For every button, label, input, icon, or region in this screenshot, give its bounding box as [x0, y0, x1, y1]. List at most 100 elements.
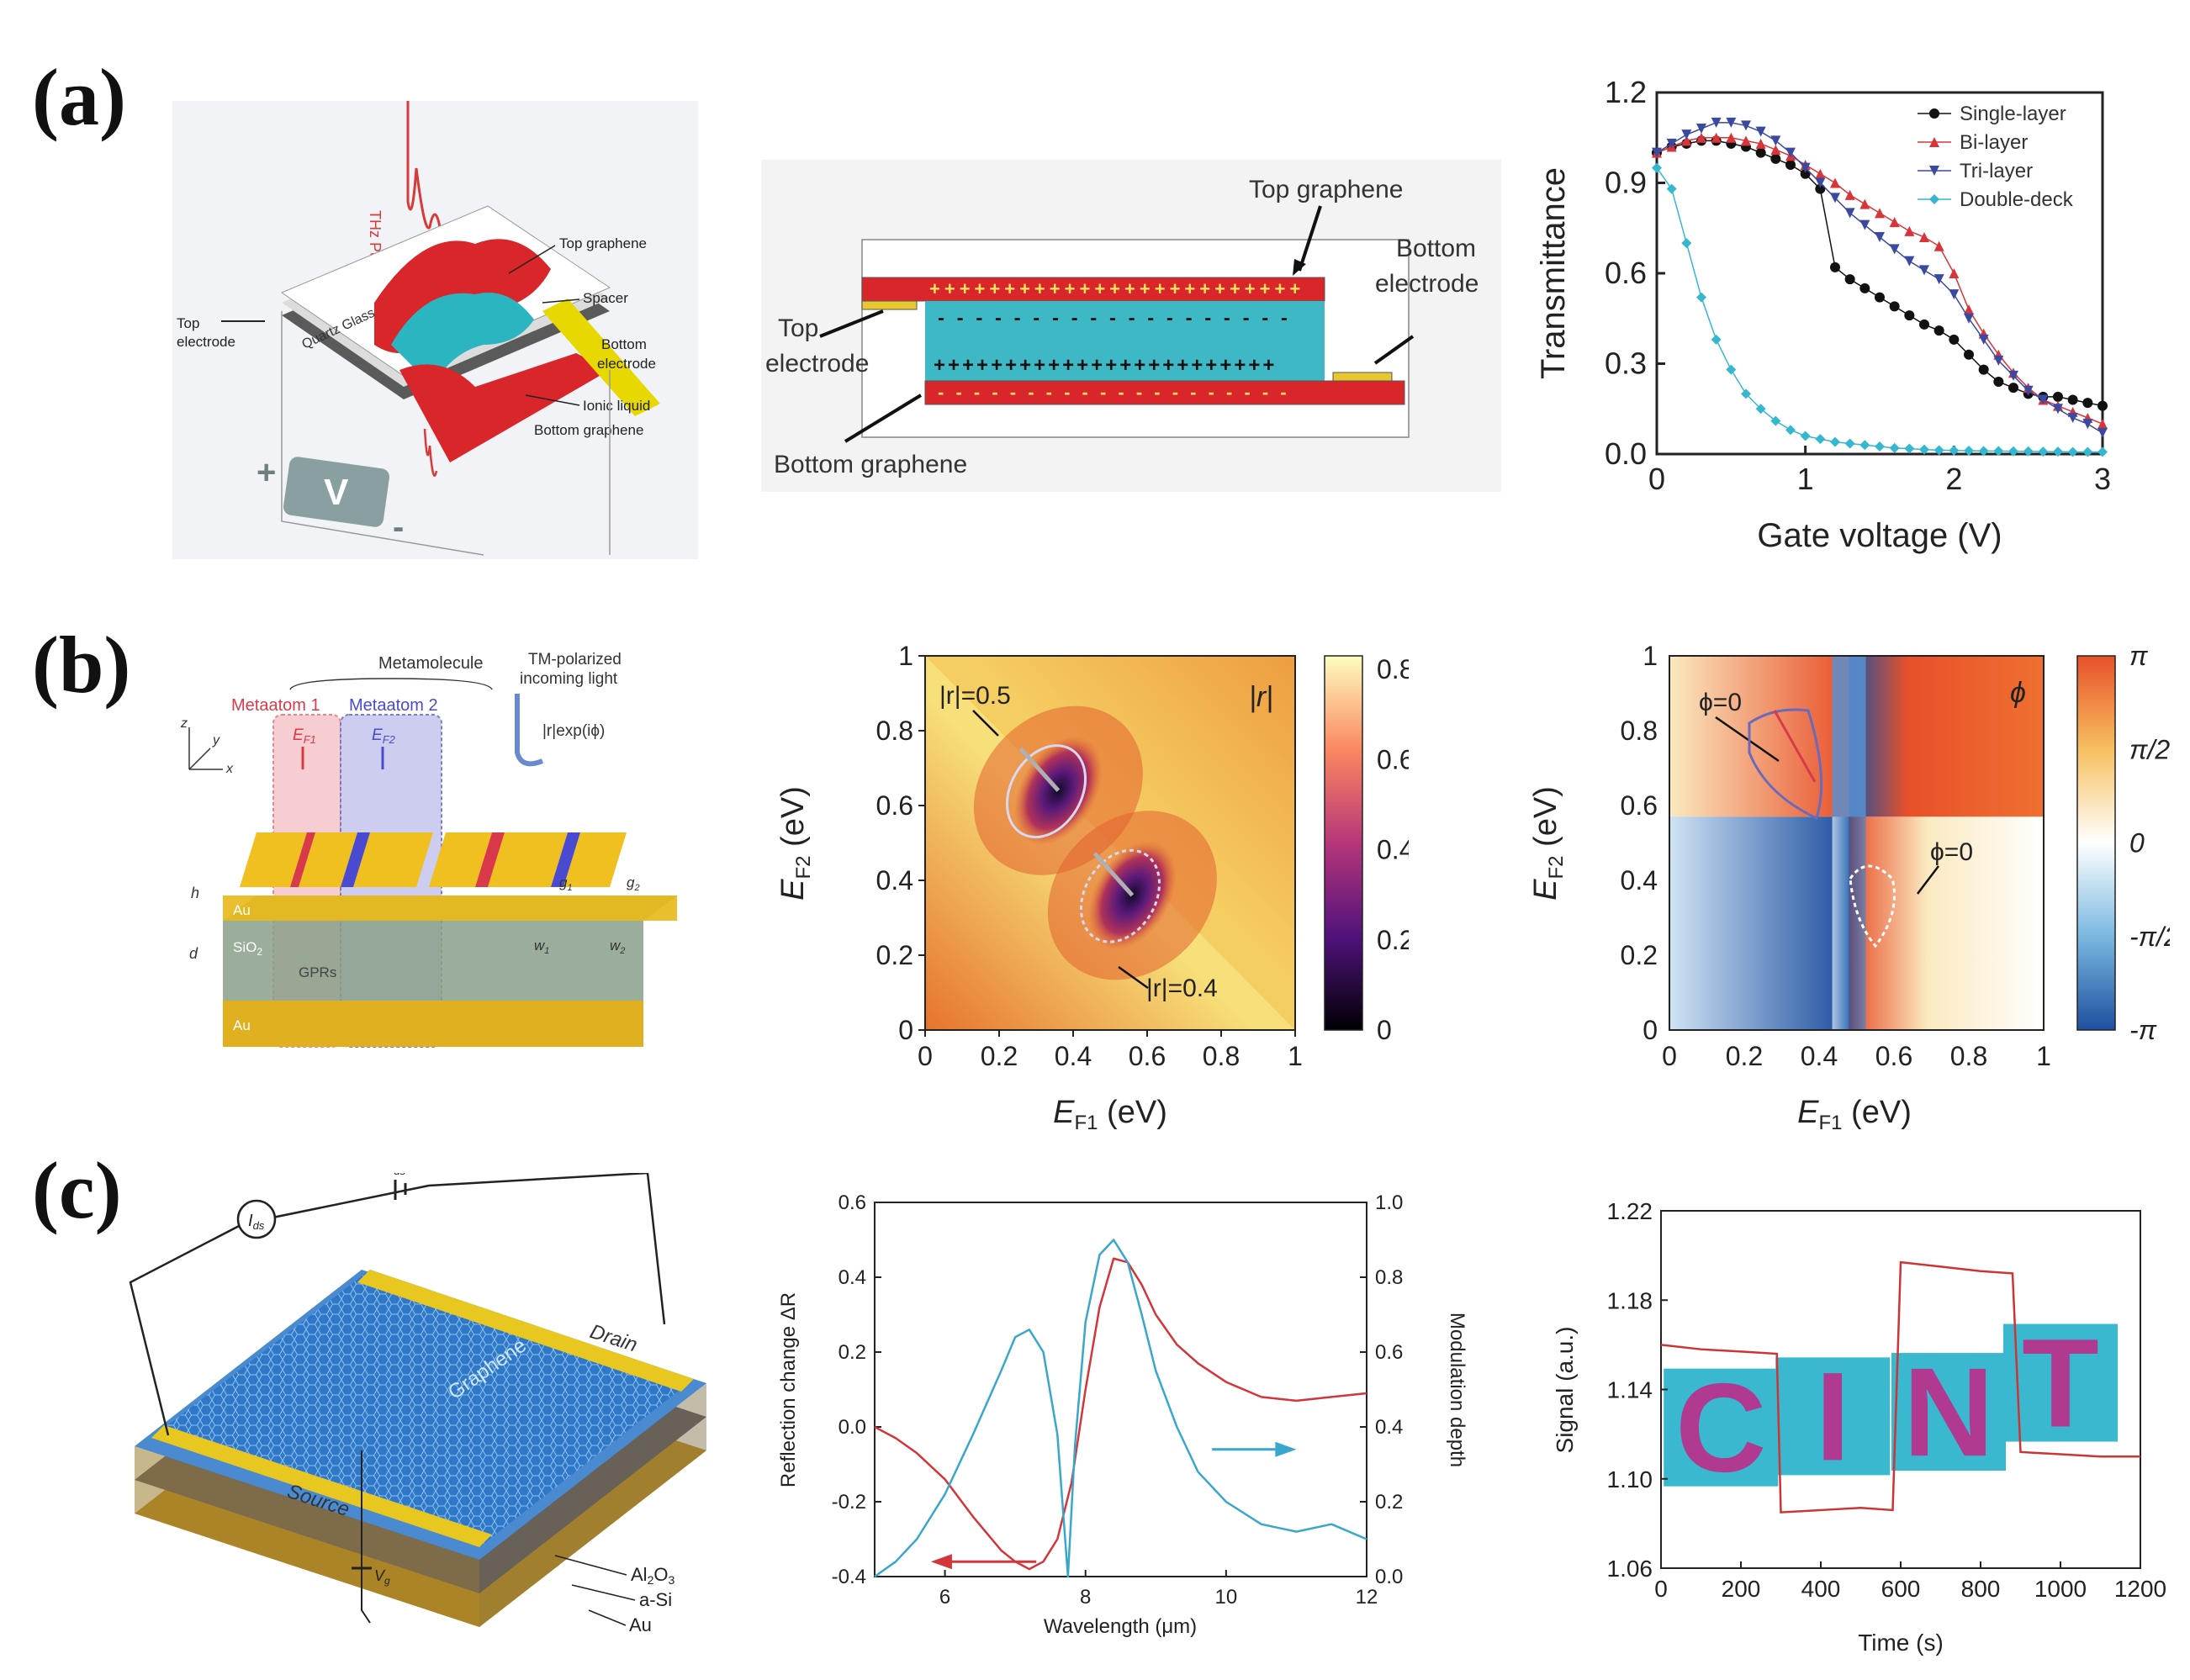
x-tick-label: 0.6 — [1129, 1041, 1166, 1071]
data-point — [2097, 427, 2108, 438]
panel-label-a: (a) — [32, 52, 126, 142]
top-electrode-label-line1: Top — [778, 314, 818, 342]
y-tick-label: 0.8 — [1621, 716, 1658, 746]
y-tick-label: 1.10 — [1607, 1466, 1653, 1492]
data-point — [1726, 364, 1737, 375]
bottom-electrode-label-line2: electrode — [597, 356, 656, 372]
panel-label-c: (c) — [32, 1145, 122, 1235]
x-tick-label: 1200 — [2114, 1576, 2166, 1602]
data-point — [1741, 120, 1751, 131]
incident-light-arrow-icon — [515, 694, 544, 767]
data-point — [2082, 419, 2093, 430]
annotation-upper-arrow — [1715, 716, 1780, 763]
bottom-graphene-layer — [399, 353, 610, 462]
x-tick-label: 600 — [1881, 1576, 1921, 1602]
data-point — [1800, 168, 1811, 179]
top-electrode-label-line1: Top — [177, 315, 199, 331]
data-point — [1933, 240, 1944, 251]
x-tick-label: 0.6 — [1875, 1041, 1912, 1071]
plot-frame — [1655, 91, 2104, 456]
data-point — [1755, 138, 1766, 149]
spacer-pointer — [542, 298, 580, 304]
panel-a1-device-schematic: THz Pulse Quartz Glass Top graphene Spac… — [172, 101, 698, 559]
series-tri-layer — [1652, 117, 2108, 438]
ionic-liquid-pointer — [525, 394, 580, 406]
y-axis-label: Transmittance — [1535, 167, 1572, 379]
data-point — [1696, 132, 1706, 143]
x-tick-label: 1 — [2036, 1041, 2051, 1071]
data-point — [1889, 217, 1900, 228]
signal-trace — [1660, 1260, 2140, 1514]
data-point — [1652, 147, 1662, 158]
data-point — [1904, 256, 1915, 267]
colorbar — [2076, 655, 2116, 1031]
top-graphene-label: Top graphene — [559, 235, 647, 251]
data-point — [1830, 262, 1840, 272]
inset-tile-background — [1775, 1357, 1891, 1476]
data-point — [2053, 391, 2063, 402]
y-tick-label: 0.6 — [1621, 790, 1658, 821]
data-point — [1919, 265, 1929, 276]
data-point — [1978, 446, 1989, 457]
x-tick-label: 0 — [918, 1041, 933, 1071]
data-point — [1919, 232, 1929, 242]
top-graphene-arrowhead — [1293, 259, 1306, 276]
data-point — [1785, 147, 1796, 158]
colorbar-tick-label: 0.6 — [1377, 744, 1409, 774]
vertical-blue-band — [1832, 656, 1866, 817]
top-electrode-label-line2: electrode — [765, 350, 869, 378]
y-tick-label: 1.2 — [1605, 76, 1647, 109]
data-point — [1993, 377, 2004, 387]
x-tick-label: 12 — [1356, 1586, 1378, 1609]
data-point — [1949, 268, 1960, 278]
data-point — [1933, 445, 1944, 456]
sio2-layer — [223, 921, 643, 1001]
data-point — [1859, 440, 1870, 451]
ammeter-icon — [236, 1199, 277, 1239]
axis-ticks: 0 0.2 0.4 0.6 0.8 1 0 0.2 0.4 0.6 0.8 1 — [1621, 641, 2051, 1071]
colorbar-tick-label: π/2 — [2129, 734, 2170, 764]
y-tick-label: 1 — [898, 641, 913, 671]
data-point — [1785, 425, 1796, 436]
series-group — [1652, 117, 2108, 457]
ionic-liquid-layer — [391, 293, 534, 387]
data-point — [1875, 441, 1885, 452]
inset-letter-c: C — [1675, 1357, 1766, 1498]
y-axis-label: EF2 (eV) — [1528, 786, 1568, 901]
data-point — [1681, 135, 1692, 146]
w2-label: w2 — [610, 938, 625, 956]
asi-label: a-Si — [639, 1589, 672, 1610]
thz-pulse-wave-icon — [406, 101, 442, 252]
data-point — [1978, 334, 1989, 345]
plot-frame — [1669, 655, 2045, 1031]
axis-ticks: 0 1 2 3 0.0 0.3 0.6 0.9 1.2 — [1605, 76, 2111, 496]
panel-a2-cross-section: +++++++++++++++++++++++++ - - - - - - - … — [761, 160, 1501, 492]
data-point — [1889, 301, 1900, 312]
axis-z-label: z — [180, 716, 188, 731]
au-pointer — [588, 1609, 627, 1626]
data-point — [1904, 225, 1915, 236]
inset-letter-i: I — [1815, 1345, 1850, 1487]
data-point — [1726, 132, 1737, 143]
data-point — [2008, 370, 2018, 381]
spacer-negative-charges: - - - - - - - - - - - - - - - - - - - — [938, 307, 1291, 330]
panel-b2-reflection-heatmap: 0 0.2 0.4 0.6 0.8 100.20.40.60.81 00.20.40.60… — [775, 641, 1409, 1134]
axis-ticks: 0 200 400 600 800 1000 1200 1.06 1.10 1.14 1.18 1.2… — [1607, 1198, 2167, 1602]
quantity-label: |r| — [1249, 681, 1273, 713]
annotation-phi0-upper: ϕ=0 — [1699, 689, 1742, 716]
g1-label: g1 — [559, 874, 573, 893]
data-point — [2038, 394, 2049, 405]
data-point — [1949, 445, 1960, 456]
x-tick-label: 400 — [1801, 1576, 1841, 1602]
data-point — [1785, 160, 1796, 170]
data-point — [1741, 388, 1751, 399]
legend-label: Double-deck — [1960, 188, 2074, 211]
data-point — [1889, 244, 1900, 255]
data-point — [1755, 147, 1766, 158]
data-point — [1964, 446, 1974, 457]
y-tick-label: 1.14 — [1607, 1377, 1653, 1403]
data-point — [1815, 183, 1826, 194]
data-point — [1919, 444, 1929, 455]
data-point — [1859, 283, 1870, 293]
data-point — [2067, 446, 2078, 457]
